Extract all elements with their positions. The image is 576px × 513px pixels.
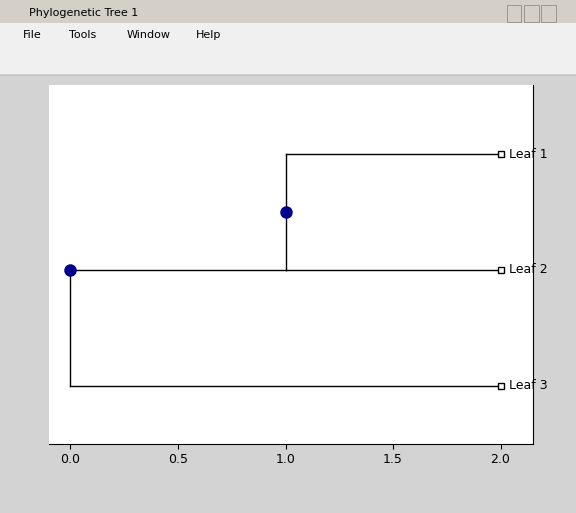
Text: Window: Window [127,30,170,40]
Text: Leaf 3: Leaf 3 [509,379,548,392]
Text: Help: Help [196,30,221,40]
Text: Leaf 2: Leaf 2 [509,264,548,277]
Text: Leaf 1: Leaf 1 [509,148,548,161]
Text: Phylogenetic Tree 1: Phylogenetic Tree 1 [29,8,138,18]
Text: File: File [23,30,42,40]
Text: Tools: Tools [69,30,96,40]
